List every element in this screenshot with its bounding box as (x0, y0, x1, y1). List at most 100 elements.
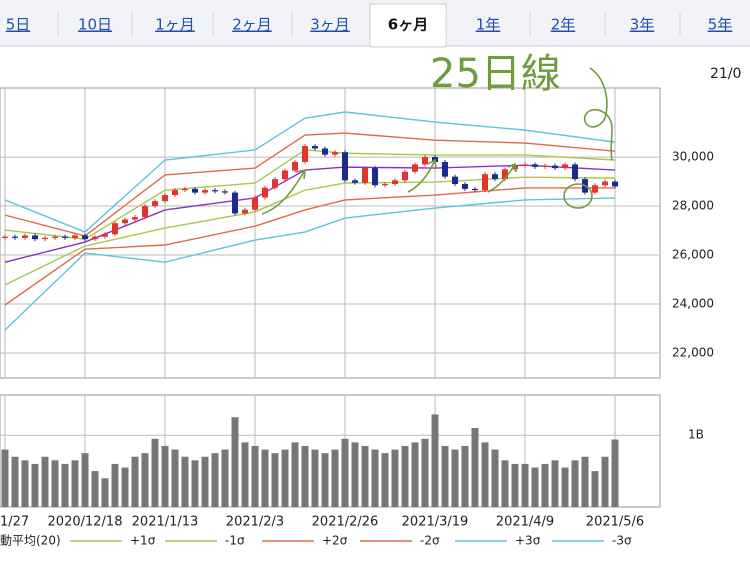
hand-drawn-marks (261, 67, 613, 215)
volume-bar (101, 478, 109, 507)
band-line (4, 111, 616, 233)
band-line (4, 164, 616, 263)
volume-bar (201, 456, 209, 507)
volume-bar (401, 445, 409, 507)
candle-body (72, 235, 78, 238)
candle-body (182, 188, 188, 191)
volume-bar (431, 414, 439, 507)
volume-bar (281, 449, 289, 507)
volume-bar (361, 445, 369, 507)
legend-label: +3σ (515, 534, 541, 548)
volume-bar (151, 438, 159, 507)
candle-body (602, 181, 608, 186)
candle-body (452, 176, 458, 185)
candle-body (362, 168, 368, 183)
volume-bar (461, 445, 469, 507)
volume-bar (291, 442, 299, 507)
volume-bar (41, 456, 49, 507)
arrow (487, 162, 517, 193)
volume-bar (451, 449, 459, 507)
candle-body (242, 209, 248, 214)
candle-body (232, 192, 238, 214)
candle-body (192, 188, 198, 193)
tab[interactable]: 6ヶ月 (388, 16, 428, 34)
volume-bar (581, 456, 589, 507)
candle-body (62, 236, 68, 238)
volume-bar (531, 467, 539, 507)
volume-bar (261, 449, 269, 507)
volume-bar (21, 460, 29, 507)
volume-frame (0, 394, 661, 508)
candle-body (612, 181, 618, 187)
volume-bar (301, 445, 309, 507)
tab[interactable]: 3年 (630, 16, 655, 34)
candle-body (572, 164, 578, 180)
candle-body (292, 161, 298, 171)
volume-bar (241, 442, 249, 507)
volume-bar (541, 463, 549, 507)
legend-label: -1σ (225, 534, 245, 548)
candle-body (322, 148, 328, 155)
candle-body (462, 184, 468, 189)
volume-bar (391, 449, 399, 507)
volume-bar (191, 460, 199, 507)
volume-bar (91, 471, 99, 507)
y-tick-label: 24,000 (672, 297, 714, 311)
volume-bar (341, 438, 349, 507)
candle-body (142, 206, 148, 218)
volume-bar (121, 467, 129, 507)
volume-bar (171, 449, 179, 507)
candle-body (352, 180, 358, 183)
tab[interactable]: 5日 (6, 16, 31, 34)
y-tick-label: 30,000 (672, 150, 714, 164)
x-tick-label: 2021/1/13 (132, 515, 199, 530)
volume-bar (251, 445, 259, 507)
tab[interactable]: 2年 (551, 16, 576, 34)
volume-bar (311, 449, 319, 507)
price-frame (0, 87, 661, 379)
candle-body (392, 180, 398, 185)
tab[interactable]: 1ヶ月 (155, 16, 195, 34)
tab[interactable]: 10日 (78, 16, 112, 34)
volume-bar (331, 449, 339, 507)
legend-label: -3σ (612, 534, 632, 548)
volume-bar (561, 467, 569, 507)
x-tick-label: 2020/12/18 (48, 515, 123, 530)
candle-body (212, 190, 218, 192)
tab[interactable]: 3ヶ月 (310, 16, 350, 34)
volume-bar (111, 463, 119, 507)
legend-label: +2σ (322, 534, 348, 548)
candle-body (442, 161, 448, 177)
candle-body (372, 168, 378, 186)
candle-body (262, 187, 268, 198)
candle-body (102, 234, 108, 237)
y-tick-label: 28,000 (672, 199, 714, 213)
volume-bar (61, 463, 69, 507)
x-tick-label: 2021/3/19 (402, 515, 469, 530)
candle-body (422, 157, 428, 165)
x-tick-label: 2021/2/26 (312, 515, 379, 530)
volume-bar (11, 456, 19, 507)
candle-body (52, 236, 58, 238)
volume-bar (31, 463, 39, 507)
volume-bar (611, 439, 619, 507)
volume-bar (591, 471, 599, 507)
volume-bar (1, 449, 9, 507)
tab[interactable]: 5年 (708, 16, 733, 34)
y-tick-label: 26,000 (672, 248, 714, 262)
candle-body (552, 165, 558, 169)
candle-body (2, 236, 8, 238)
x-tick-label: 2021/2/3 (226, 515, 284, 530)
candle-body (592, 185, 598, 193)
tab[interactable]: 2ヶ月 (232, 16, 272, 34)
tab[interactable]: 1年 (476, 16, 501, 34)
volume-bar (601, 456, 609, 507)
corner-label: 21/0 (710, 66, 741, 82)
candle-body (32, 235, 38, 240)
x-tick-label: 2021/4/9 (496, 515, 554, 530)
candle-body (272, 179, 278, 188)
candle-body (42, 237, 48, 240)
volume-bar (321, 453, 329, 507)
candle-body (562, 164, 568, 169)
candle-body (382, 184, 388, 186)
